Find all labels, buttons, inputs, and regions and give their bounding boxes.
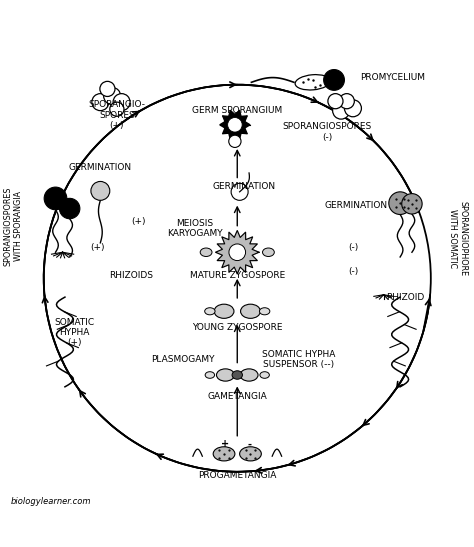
Circle shape bbox=[229, 244, 246, 260]
Circle shape bbox=[339, 94, 355, 109]
Circle shape bbox=[328, 94, 343, 109]
Circle shape bbox=[104, 88, 121, 104]
Ellipse shape bbox=[205, 308, 215, 315]
Circle shape bbox=[333, 102, 350, 119]
Text: SPORANGIOSPORES
(-): SPORANGIOSPORES (-) bbox=[283, 122, 372, 142]
Text: GERM SPORANGIUM: GERM SPORANGIUM bbox=[192, 106, 283, 115]
Text: SOMATIC
HYPHA
(+): SOMATIC HYPHA (+) bbox=[55, 318, 94, 347]
Ellipse shape bbox=[217, 369, 235, 381]
Circle shape bbox=[44, 187, 67, 210]
Text: +: + bbox=[221, 439, 229, 450]
Ellipse shape bbox=[240, 447, 261, 461]
Ellipse shape bbox=[241, 304, 260, 318]
Ellipse shape bbox=[295, 74, 330, 90]
Text: -: - bbox=[247, 439, 251, 450]
Text: biologylearner.com: biologylearner.com bbox=[10, 497, 91, 506]
Ellipse shape bbox=[260, 372, 269, 379]
Polygon shape bbox=[220, 110, 250, 139]
Text: SPORANGIOPHORE
WITH SOMATIC: SPORANGIOPHORE WITH SOMATIC bbox=[448, 201, 468, 276]
Text: GERMINATION: GERMINATION bbox=[325, 201, 388, 210]
Ellipse shape bbox=[214, 304, 234, 318]
Circle shape bbox=[231, 183, 248, 200]
Text: SOMATIC HYPHA
SUSPENSOR (--): SOMATIC HYPHA SUSPENSOR (--) bbox=[262, 350, 335, 369]
Text: SPORANGIO-
SPORES
(+): SPORANGIO- SPORES (+) bbox=[88, 101, 146, 130]
Text: MEIOSIS
KARYOGAMY: MEIOSIS KARYOGAMY bbox=[167, 219, 223, 238]
Text: GAMETANGIA: GAMETANGIA bbox=[208, 392, 267, 401]
Circle shape bbox=[229, 135, 241, 148]
Ellipse shape bbox=[200, 248, 212, 257]
Text: (-): (-) bbox=[348, 266, 358, 276]
Text: RHIZOIDS: RHIZOIDS bbox=[109, 271, 153, 281]
Text: YOUNG ZYGOSPORE: YOUNG ZYGOSPORE bbox=[192, 323, 283, 332]
Text: RHIZOID: RHIZOID bbox=[386, 293, 424, 301]
Circle shape bbox=[345, 100, 361, 117]
Ellipse shape bbox=[232, 371, 243, 379]
Circle shape bbox=[324, 69, 345, 90]
Text: GERMINATION: GERMINATION bbox=[213, 182, 276, 191]
Ellipse shape bbox=[259, 308, 270, 315]
Text: (+): (+) bbox=[91, 243, 105, 252]
Text: (-): (-) bbox=[348, 243, 358, 252]
Circle shape bbox=[110, 102, 124, 117]
Circle shape bbox=[113, 94, 130, 110]
Text: GERMINATION: GERMINATION bbox=[69, 163, 132, 172]
Text: (+): (+) bbox=[131, 217, 146, 226]
Ellipse shape bbox=[213, 447, 235, 461]
Text: PROGAMETANGIA: PROGAMETANGIA bbox=[198, 471, 276, 480]
Polygon shape bbox=[216, 230, 259, 274]
Text: PROMYCELIUM: PROMYCELIUM bbox=[360, 73, 425, 82]
Circle shape bbox=[228, 118, 242, 132]
Circle shape bbox=[402, 194, 422, 214]
Circle shape bbox=[59, 199, 80, 219]
Ellipse shape bbox=[240, 369, 258, 381]
Circle shape bbox=[389, 192, 411, 214]
Text: SPORANGIOSPORES
WITH SPORANGIA: SPORANGIOSPORES WITH SPORANGIA bbox=[3, 187, 23, 266]
Circle shape bbox=[92, 94, 109, 110]
Ellipse shape bbox=[263, 248, 274, 257]
Circle shape bbox=[91, 182, 110, 200]
Ellipse shape bbox=[205, 372, 215, 379]
Text: PLASMOGAMY: PLASMOGAMY bbox=[151, 355, 215, 364]
Text: MATURE ZYGOSPORE: MATURE ZYGOSPORE bbox=[190, 271, 285, 280]
Circle shape bbox=[100, 82, 115, 96]
